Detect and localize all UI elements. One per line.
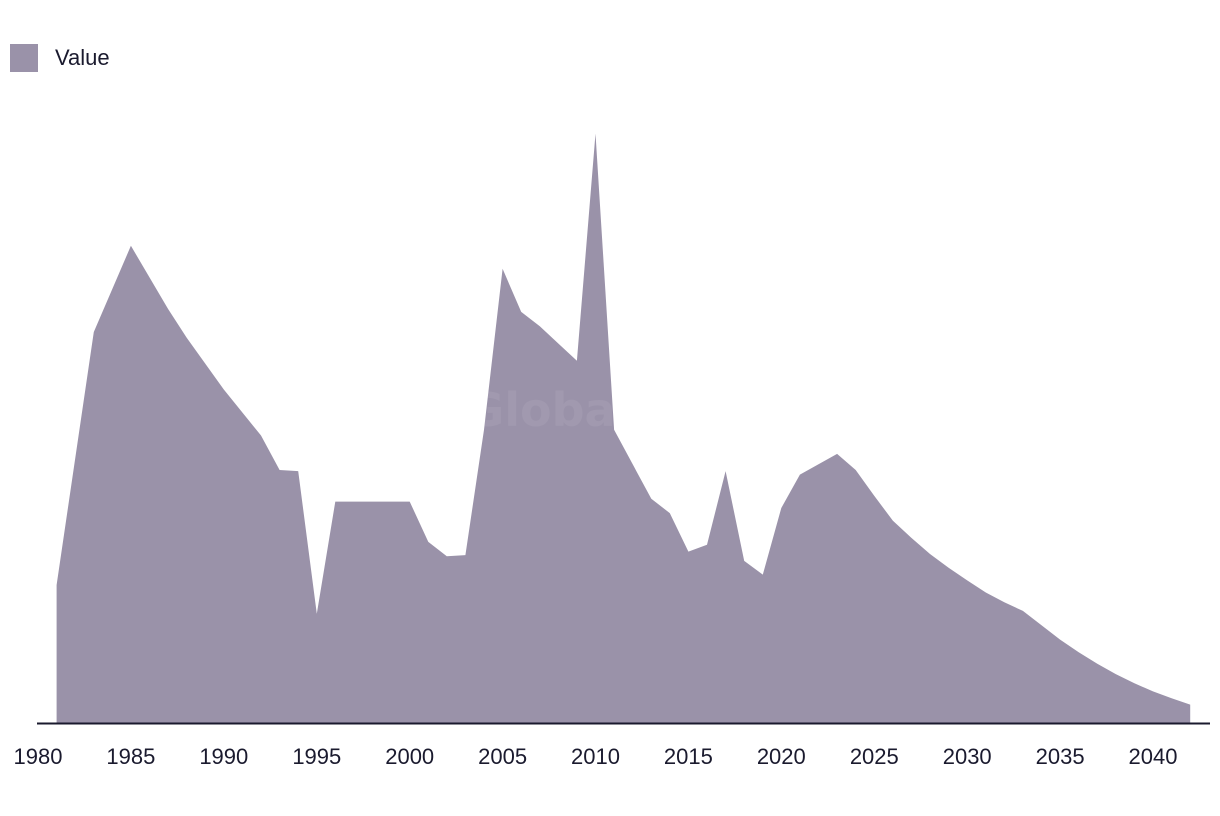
legend: Value [10,44,110,72]
x-axis-ticks: 1980 1985 1990 1995 2000 2005 2010 2015 2020 2025… [14,744,1178,769]
watermark-text: GlobalData [466,383,753,437]
legend-label: Value [55,45,110,70]
legend-swatch [10,44,38,72]
x-tick-label: 1990 [199,744,248,769]
x-tick-label: 1980 [14,744,63,769]
x-tick-label: 2005 [478,744,527,769]
x-tick-label: 1985 [106,744,155,769]
x-tick-label: 2040 [1129,744,1178,769]
x-tick-label: 2030 [943,744,992,769]
x-tick-label: 2025 [850,744,899,769]
x-tick-label: 2035 [1036,744,1085,769]
area-layer [56,133,1191,724]
x-tick-label: 2015 [664,744,713,769]
x-tick-label: 2010 [571,744,620,769]
area-series-value [56,133,1191,724]
x-tick-label: 2000 [385,744,434,769]
x-tick-label: 2020 [757,744,806,769]
x-tick-label: 1995 [292,744,341,769]
